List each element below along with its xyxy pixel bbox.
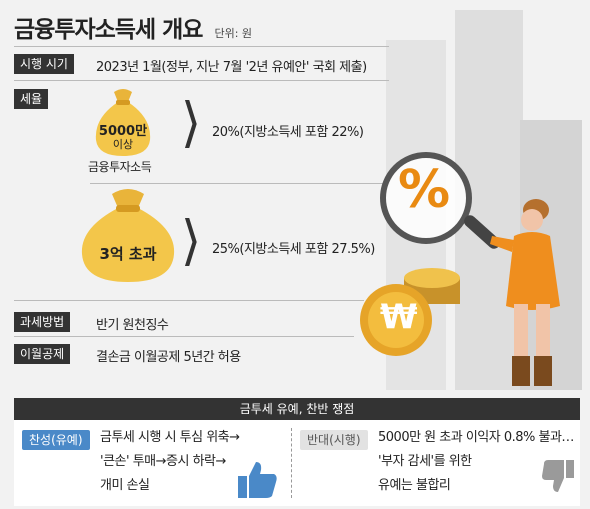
unit-note: 단위: 원 [214, 27, 253, 40]
pro-line-1: 금투세 시행 시 투심 위축→ [100, 430, 240, 445]
title-row: 금융투자소득세 개요 단위: 원 [14, 10, 252, 44]
person-illustration [490, 199, 560, 386]
row-divider [14, 80, 389, 81]
debate-divider [291, 428, 292, 498]
implementation-text: 2023년 1월(정부, 지난 7월 '2년 유예안' 국회 제출) [96, 60, 367, 75]
won-symbol: ₩ [380, 297, 418, 337]
label-implementation: 시행 시기 [14, 54, 74, 74]
tier1-bag-line1: 5000만 [98, 124, 148, 139]
pro-line-2: '큰손' 투매→증시 하락→ [100, 454, 226, 469]
row-divider [90, 183, 390, 184]
debate-box: 찬성(유예) 금투세 시행 시 투심 위축→ '큰손' 투매→증시 하락→ 개미… [14, 420, 580, 506]
tier2-bag-text: 3억 초과 [99, 245, 157, 263]
label-tax-rate: 세율 [14, 89, 49, 109]
row-divider [14, 336, 354, 337]
con-line-1: 5000만 원 초과 이익자 0.8% 불과… [378, 430, 574, 445]
pro-line-3: 개미 손실 [100, 478, 150, 493]
con-line-2: '부자 감세'를 위한 [378, 454, 472, 469]
row-divider [14, 46, 389, 47]
row-divider [14, 300, 364, 301]
method-text: 반기 원천징수 [96, 318, 169, 333]
carryover-text: 결손금 이월공제 5년간 허용 [96, 350, 241, 365]
thumbs-up-icon [238, 462, 277, 498]
money-bag-icon [81, 189, 175, 282]
debate-header: 금투세 유예, 찬반 쟁점 [14, 398, 580, 420]
money-bag-icon [95, 89, 151, 156]
chevron-right-icon: ❭ [178, 93, 204, 150]
con-label: 반대(시행) [300, 430, 368, 450]
pro-label: 찬성(유예) [22, 430, 90, 450]
chevron-right-icon: ❭ [178, 211, 204, 268]
con-line-3: 유예는 불합리 [378, 478, 451, 493]
tier1-caption: 금융투자소득 [88, 160, 152, 174]
magnifier-icon [380, 152, 472, 244]
thumbs-down-icon [542, 460, 574, 492]
percent-symbol: % [398, 160, 451, 220]
tier1-bag-line2: 이상 [112, 138, 134, 151]
tier1-rate: 20%(지방소득세 포함 22%) [212, 125, 364, 140]
label-carryover: 이월공제 [14, 344, 71, 364]
page-title: 금융투자소득세 개요 [14, 17, 203, 43]
coin-stack-icon [360, 268, 460, 356]
label-method: 과세방법 [14, 312, 71, 332]
tier2-rate: 25%(지방소득세 포함 27.5%) [212, 242, 375, 257]
